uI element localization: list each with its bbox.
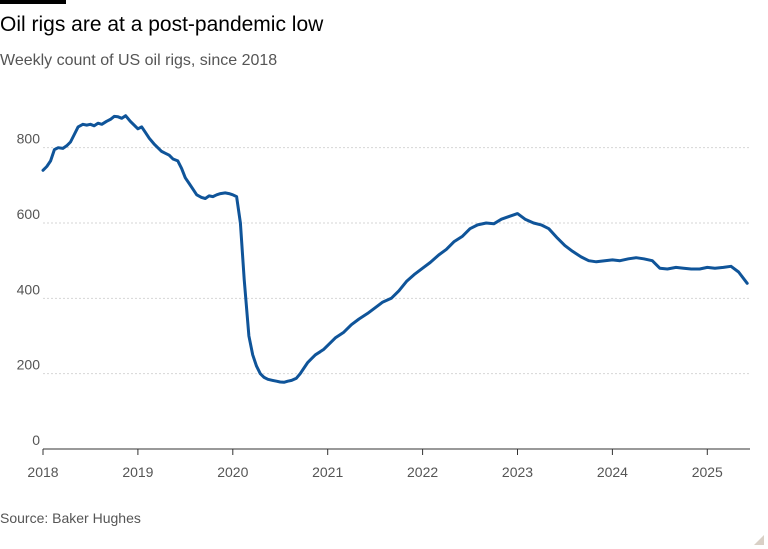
x-tick-label-2019: 2019 <box>122 464 153 480</box>
brand-bar <box>0 0 66 4</box>
x-tick-label-2021: 2021 <box>312 464 343 480</box>
x-tick-label-2020: 2020 <box>217 464 248 480</box>
grid-lines <box>43 147 750 375</box>
corner-marker <box>754 535 764 545</box>
x-tick-label-2024: 2024 <box>597 464 628 480</box>
chart-title: Oil rigs are at a post-pandemic low <box>0 13 324 36</box>
y-tick-label-200: 200 <box>17 357 41 373</box>
y-tick-label-400: 400 <box>17 281 41 297</box>
x-tick-label-2018: 2018 <box>27 464 58 480</box>
series-line-0 <box>41 114 749 384</box>
x-tick-label-2022: 2022 <box>407 464 438 480</box>
series-layer <box>41 114 749 384</box>
y-tick-label-0: 0 <box>32 432 40 448</box>
chart-subtitle: Weekly count of US oil rigs, since 2018 <box>0 52 278 69</box>
x-tick-label-2025: 2025 <box>692 464 723 480</box>
x-tick-label-2023: 2023 <box>502 464 533 480</box>
source-note: Source: Baker Hughes <box>0 510 141 526</box>
x-axis-labels: 2018 2019 2020 2021 2022 2023 2024 2025 <box>27 464 723 480</box>
y-tick-label-600: 600 <box>17 206 41 222</box>
y-tick-label-800: 800 <box>17 131 41 147</box>
x-axis <box>42 448 750 455</box>
y-axis-labels: 0 200 400 600 800 <box>17 131 41 448</box>
